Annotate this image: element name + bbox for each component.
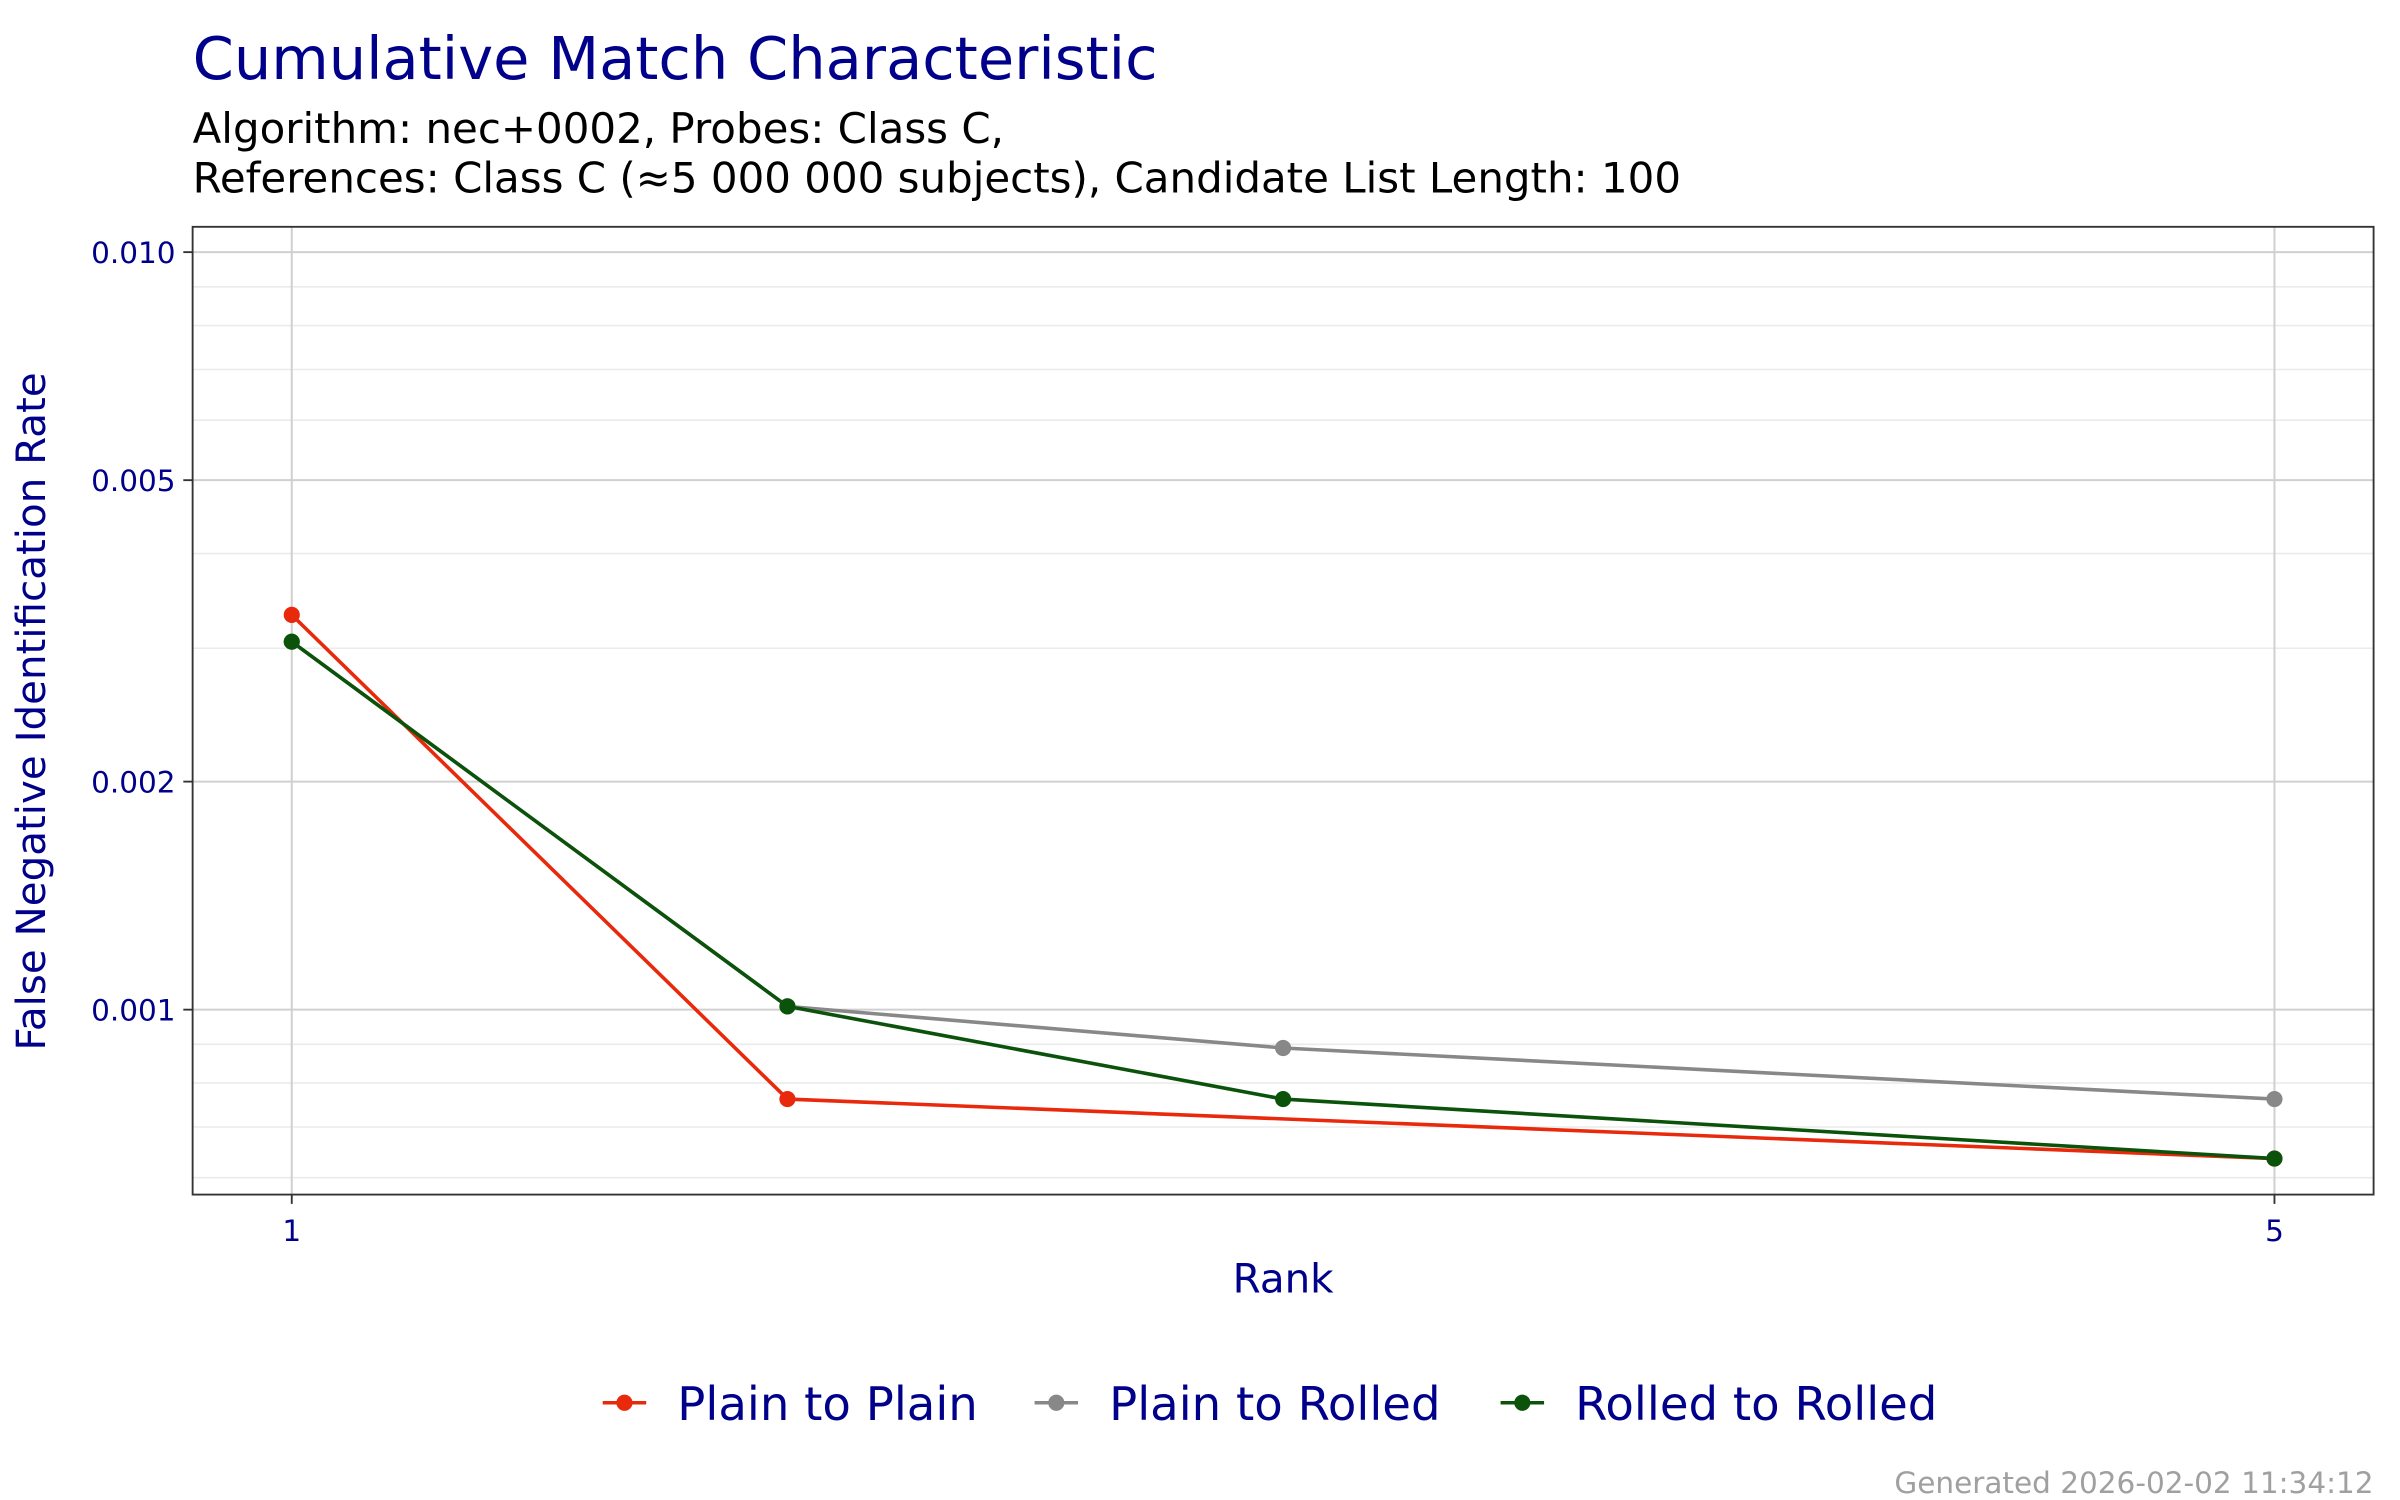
x-axis-label: Rank: [1233, 1255, 1334, 1302]
data-point-plain-to-rolled: [2266, 1090, 2283, 1108]
legend-label: Plain to Rolled: [1109, 1377, 1440, 1431]
legend-label: Plain to Plain: [677, 1377, 978, 1431]
footer-timestamp: Generated 2026-02-02 11:34:12: [1894, 1466, 2373, 1500]
y-tick-label: 0.002: [91, 765, 175, 799]
plot-panel: [192, 226, 2374, 1195]
x-tick-label: 1: [282, 1214, 301, 1248]
y-tick-label: 0.001: [91, 994, 175, 1028]
chart-subtitle-line-1: Algorithm: nec+0002, Probes: Class C,: [193, 104, 1004, 153]
legend-key-point: [1048, 1394, 1065, 1411]
series-line-rolled-to-rolled: [290, 640, 2275, 1161]
plot-border: [191, 225, 2375, 1196]
y-tick-label: 0.005: [91, 464, 175, 498]
axes: 0.001 0.002 0.005 0.010 1 5: [91, 236, 2284, 1248]
legend: Plain to Plain Plain to Rolled Rolled to R…: [602, 1377, 1937, 1431]
data-point-plain-to-rolled: [1275, 1039, 1292, 1057]
data-point-rolled-to-rolled: [2266, 1150, 2283, 1167]
y-axis-label: False Negative Identification Rate: [8, 372, 55, 1050]
x-tick-label: 5: [2265, 1214, 2284, 1248]
legend-key-point: [1514, 1394, 1531, 1411]
data-point-rolled-to-rolled: [283, 633, 300, 650]
legend-label: Rolled to Rolled: [1575, 1377, 1937, 1431]
data-point-rolled-to-rolled: [779, 998, 796, 1015]
chart-subtitle-line-2: References: Class C (≈5 000 000 subjects…: [193, 154, 1681, 203]
data-point-rolled-to-rolled: [1275, 1090, 1292, 1108]
data-point-plain-to-plain: [779, 1090, 796, 1108]
data-point-plain-to-plain: [283, 606, 300, 623]
grid-lines: [192, 226, 2374, 1195]
legend-key-point: [616, 1394, 633, 1411]
series-layer: [283, 606, 2283, 1167]
chart-title: Cumulative Match Characteristic: [193, 24, 1158, 93]
y-tick-label: 0.010: [91, 236, 175, 270]
